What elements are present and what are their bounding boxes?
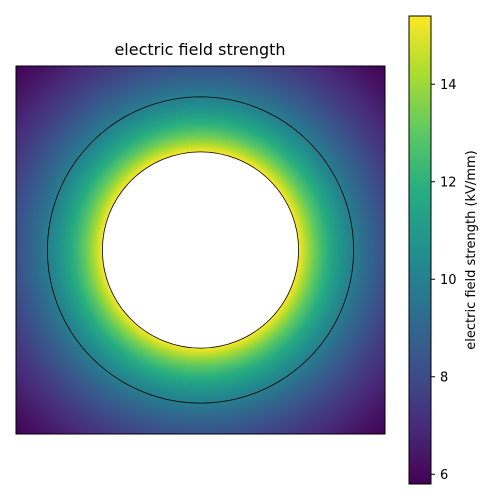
colorbar-tick-label: 6 (440, 468, 448, 483)
colorbar-tick-label: 8 (440, 370, 448, 385)
colorbar-tick-label: 10 (440, 273, 457, 288)
colorbar-gradient (409, 16, 431, 484)
inner-conductor-outline (101, 151, 300, 349)
chart-title: electric field strength (114, 40, 285, 59)
colorbar-tick-label: 14 (440, 78, 457, 93)
field-heatmap (16, 66, 385, 434)
colorbar-ticks: 6 8 10 12 14 (431, 78, 457, 483)
plot-frame (15, 65, 386, 435)
colorbar-label: electric field strength (kV/mm) (464, 150, 479, 349)
colorbar-tick-label: 12 (440, 175, 457, 190)
colorbar-frame (408, 15, 432, 485)
outer-boundary-outline (47, 96, 354, 404)
